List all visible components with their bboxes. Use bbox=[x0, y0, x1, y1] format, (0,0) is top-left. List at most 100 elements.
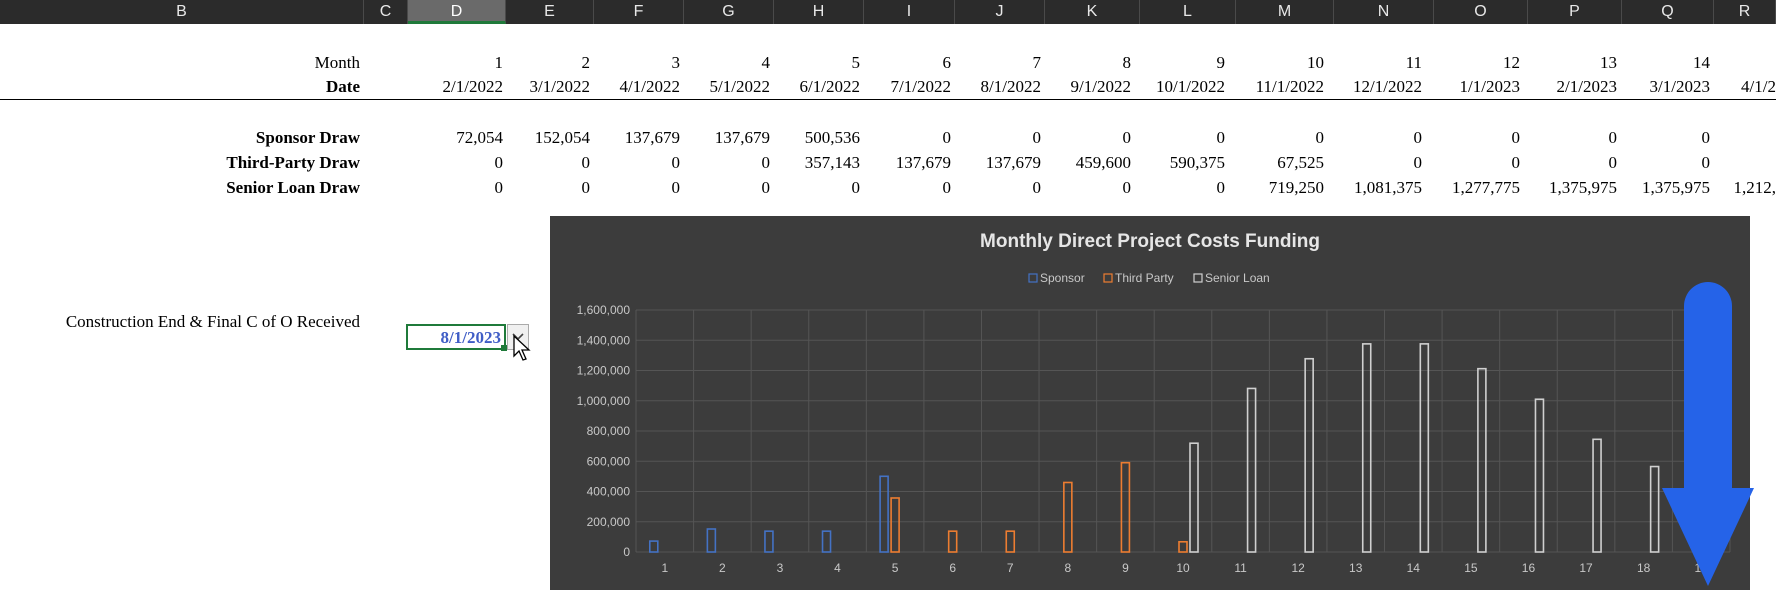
senior-loan-draw-cell[interactable]: 0 bbox=[671, 178, 681, 197]
date-cell[interactable]: 12/1/2022 bbox=[1353, 77, 1422, 96]
sponsor-draw-cell[interactable]: 0 bbox=[1511, 128, 1521, 147]
month-cell[interactable]: 3 bbox=[671, 53, 681, 72]
third-party-draw-cell[interactable]: 459,600 bbox=[1075, 153, 1131, 172]
date-cell[interactable]: 11/1/2022 bbox=[1255, 77, 1324, 96]
column-header-q[interactable]: Q bbox=[1622, 0, 1714, 24]
senior-loan-draw-cell[interactable]: 0 bbox=[494, 178, 504, 197]
sponsor-draw-cell[interactable]: 137,679 bbox=[714, 128, 770, 147]
senior-loan-draw-cell[interactable]: 0 bbox=[851, 178, 861, 197]
third-party-draw-cell[interactable]: 0 bbox=[761, 153, 771, 172]
sponsor-draw-cell[interactable]: 0 bbox=[1701, 128, 1711, 147]
month-cell[interactable]: 11 bbox=[1405, 53, 1422, 72]
bar-sponsor bbox=[706, 528, 717, 553]
date-cell[interactable]: 3/1/2023 bbox=[1649, 77, 1710, 96]
column-header-b[interactable]: B bbox=[0, 0, 364, 24]
third-party-draw-cell[interactable]: 0 bbox=[1511, 153, 1521, 172]
month-cell[interactable]: 6 bbox=[942, 53, 952, 72]
third-party-draw-cell[interactable]: 0 bbox=[1608, 153, 1618, 172]
senior-loan-draw-cell[interactable]: 0 bbox=[581, 178, 591, 197]
column-header-m[interactable]: M bbox=[1236, 0, 1334, 24]
sponsor-draw-cell[interactable]: 500,536 bbox=[804, 128, 860, 147]
column-header-l[interactable]: L bbox=[1140, 0, 1236, 24]
third-party-draw-cell[interactable]: 0 bbox=[671, 153, 681, 172]
sponsor-draw-cell[interactable]: 0 bbox=[942, 128, 952, 147]
construction-date-cell[interactable]: 8/1/2023 bbox=[406, 324, 506, 350]
date-cell[interactable]: 8/1/2022 bbox=[980, 77, 1041, 96]
date-cell[interactable]: 4/1/2 bbox=[1741, 77, 1776, 96]
month-cell[interactable]: 1 bbox=[494, 53, 504, 72]
sponsor-draw-cell[interactable]: 72,054 bbox=[456, 128, 503, 147]
month-cell[interactable]: 2 bbox=[581, 53, 591, 72]
date-cell[interactable]: 9/1/2022 bbox=[1070, 77, 1131, 96]
senior-loan-draw-cell[interactable]: 1,375,975 bbox=[1642, 178, 1710, 197]
column-header-n[interactable]: N bbox=[1334, 0, 1434, 24]
sponsor-draw-cell[interactable]: 152,054 bbox=[534, 128, 590, 147]
column-header-r[interactable]: R bbox=[1714, 0, 1776, 24]
date-cell[interactable]: 1/1/2023 bbox=[1459, 77, 1520, 96]
senior-loan-draw-cell[interactable]: 1,375,975 bbox=[1549, 178, 1617, 197]
legend-swatch bbox=[1103, 273, 1113, 283]
sponsor-draw-cell[interactable]: 0 bbox=[1032, 128, 1042, 147]
month-cell[interactable]: 8 bbox=[1122, 53, 1132, 72]
third-party-draw-cell[interactable]: 137,679 bbox=[895, 153, 951, 172]
date-cell[interactable]: 5/1/2022 bbox=[709, 77, 770, 96]
chart-svg: Monthly Direct Project Costs Funding Spo… bbox=[577, 231, 1731, 575]
sponsor-draw-cell[interactable]: 0 bbox=[1216, 128, 1226, 147]
bar-sponsor bbox=[648, 540, 659, 553]
date-cell[interactable]: 10/1/2022 bbox=[1156, 77, 1225, 96]
month-cell[interactable]: 4 bbox=[761, 53, 771, 72]
date-cell[interactable]: 2/1/2023 bbox=[1556, 77, 1617, 96]
third-party-draw-cell[interactable]: 137,679 bbox=[985, 153, 1041, 172]
column-header-f[interactable]: F bbox=[594, 0, 684, 24]
date-cell[interactable]: 7/1/2022 bbox=[890, 77, 951, 96]
senior-loan-draw-cell[interactable]: 1,081,375 bbox=[1354, 178, 1422, 197]
sponsor-draw-cell[interactable]: 0 bbox=[1315, 128, 1325, 147]
date-cell[interactable]: 3/1/2022 bbox=[529, 77, 590, 96]
column-header-e[interactable]: E bbox=[506, 0, 594, 24]
column-header-d[interactable]: D bbox=[408, 0, 506, 24]
senior-loan-draw-cell[interactable]: 0 bbox=[942, 178, 952, 197]
month-cell[interactable]: 9 bbox=[1216, 53, 1226, 72]
column-header-p[interactable]: P bbox=[1528, 0, 1622, 24]
senior-loan-draw-cell[interactable]: 1,277,775 bbox=[1452, 178, 1520, 197]
fill-handle[interactable] bbox=[501, 345, 507, 351]
senior-loan-draw-cell[interactable]: 0 bbox=[1216, 178, 1226, 197]
third-party-draw-cell[interactable]: 0 bbox=[1701, 153, 1711, 172]
date-cell[interactable]: 4/1/2022 bbox=[619, 77, 680, 96]
month-cell[interactable]: 5 bbox=[851, 53, 861, 72]
third-party-draw-cell[interactable]: 0 bbox=[1413, 153, 1423, 172]
column-header-k[interactable]: K bbox=[1045, 0, 1140, 24]
third-party-draw-cell[interactable]: 0 bbox=[494, 153, 504, 172]
column-header-c[interactable]: C bbox=[364, 0, 408, 24]
sponsor-draw-cell[interactable]: 0 bbox=[1413, 128, 1423, 147]
date-cell[interactable]: 2/1/2022 bbox=[442, 77, 503, 96]
funding-chart[interactable]: Monthly Direct Project Costs Funding Spo… bbox=[550, 216, 1750, 590]
month-cell[interactable]: 10 bbox=[1307, 53, 1324, 72]
column-header-i[interactable]: I bbox=[864, 0, 955, 24]
third-party-draw-cell[interactable]: 590,375 bbox=[1169, 153, 1225, 172]
sponsor-draw-cell[interactable]: 0 bbox=[1608, 128, 1618, 147]
column-header-g[interactable]: G bbox=[684, 0, 774, 24]
third-party-draw-cell[interactable]: 357,143 bbox=[804, 153, 860, 172]
x-tick-label: 8 bbox=[1064, 561, 1071, 575]
column-header-o[interactable]: O bbox=[1434, 0, 1528, 24]
column-header-j[interactable]: J bbox=[955, 0, 1045, 24]
senior-loan-draw-cell[interactable]: 0 bbox=[1032, 178, 1042, 197]
third-party-draw-cell[interactable]: 67,525 bbox=[1277, 153, 1324, 172]
third-party-draw-cell[interactable]: 0 bbox=[581, 153, 591, 172]
month-cell[interactable]: 14 bbox=[1693, 53, 1710, 72]
month-cell[interactable]: 7 bbox=[1032, 53, 1042, 72]
sponsor-draw-cell[interactable]: 137,679 bbox=[624, 128, 680, 147]
month-cell[interactable]: 12 bbox=[1503, 53, 1520, 72]
column-header-h[interactable]: H bbox=[774, 0, 864, 24]
month-cell[interactable]: 13 bbox=[1600, 53, 1617, 72]
senior-loan-draw-cell[interactable]: 1,212, bbox=[1733, 178, 1776, 197]
senior-loan-draw-cell[interactable]: 719,250 bbox=[1268, 178, 1324, 197]
date-cell[interactable]: 6/1/2022 bbox=[799, 77, 860, 96]
senior-loan-draw-cell[interactable]: 0 bbox=[1122, 178, 1132, 197]
senior-loan-draw-cell[interactable]: 0 bbox=[761, 178, 771, 197]
x-tick-label: 16 bbox=[1522, 561, 1536, 575]
bar-sponsor bbox=[764, 530, 774, 553]
sponsor-draw-cell[interactable]: 0 bbox=[1122, 128, 1132, 147]
